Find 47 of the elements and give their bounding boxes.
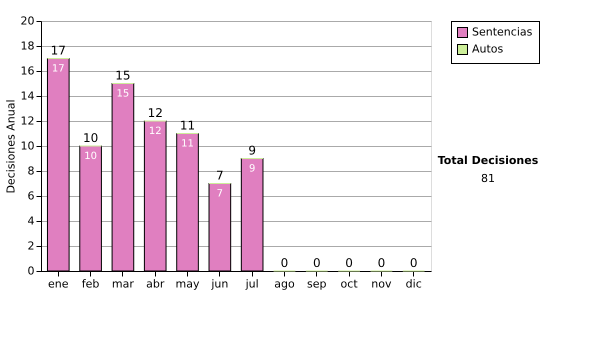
data-label: 7 — [216, 188, 224, 200]
data-label: 15 — [116, 88, 130, 100]
total-label: 0 — [345, 256, 353, 270]
y-tick-label: 10 — [20, 140, 34, 152]
text: 81 — [481, 172, 495, 185]
y-tick-label: 2 — [28, 240, 34, 252]
total-label: 7 — [216, 168, 224, 182]
total-label: 15 — [115, 68, 131, 82]
y-tick-label: 0 — [28, 264, 34, 278]
x-tick-label: nov — [371, 278, 392, 290]
data-label: 12 — [148, 126, 162, 137]
total-label: 10 — [82, 131, 98, 145]
x-tick-label: dic — [406, 278, 422, 290]
x-tick-label: mar — [112, 278, 134, 290]
data-label: 17 — [52, 64, 65, 74]
total-label: 0 — [410, 256, 418, 270]
y-tick-label: 6 — [28, 190, 34, 202]
legend-label: Autos — [472, 42, 504, 56]
x-tick-label: abr — [146, 278, 165, 290]
y-tick-label: 18 — [20, 40, 34, 52]
y-tick-label: 20 — [20, 14, 34, 28]
x-tick-label: ago — [274, 278, 295, 290]
data-label: 9 — [248, 164, 256, 174]
total-label: 11 — [180, 118, 196, 132]
total-label: 17 — [50, 44, 66, 58]
y-tick-label: 14 — [20, 90, 34, 102]
text: Total Decisiones — [438, 154, 539, 167]
x-tick-label: ene — [48, 278, 69, 290]
x-tick-label: sep — [307, 278, 327, 290]
total-label: 0 — [280, 256, 288, 270]
total-label: 9 — [248, 144, 256, 158]
legend-label: Sentencias — [472, 26, 533, 38]
x-tick-label: may — [176, 278, 200, 290]
y-tick-label: 16 — [20, 64, 34, 78]
x-tick-label: jun — [210, 278, 228, 290]
total-label: 0 — [312, 256, 321, 270]
data-label: 10 — [84, 151, 97, 162]
y-tick-label: 8 — [28, 164, 34, 178]
y-tick-label: 12 — [20, 114, 34, 128]
y-tick-label: 4 — [28, 214, 34, 228]
x-tick-label: oct — [340, 278, 358, 290]
total-label: 0 — [378, 256, 386, 270]
y-axis-title: Decisiones Anual — [4, 99, 18, 194]
total-label: 12 — [148, 106, 163, 120]
x-tick-label: jul — [244, 278, 259, 290]
data-label: 11 — [181, 138, 194, 150]
x-tick-label: feb — [82, 278, 100, 290]
